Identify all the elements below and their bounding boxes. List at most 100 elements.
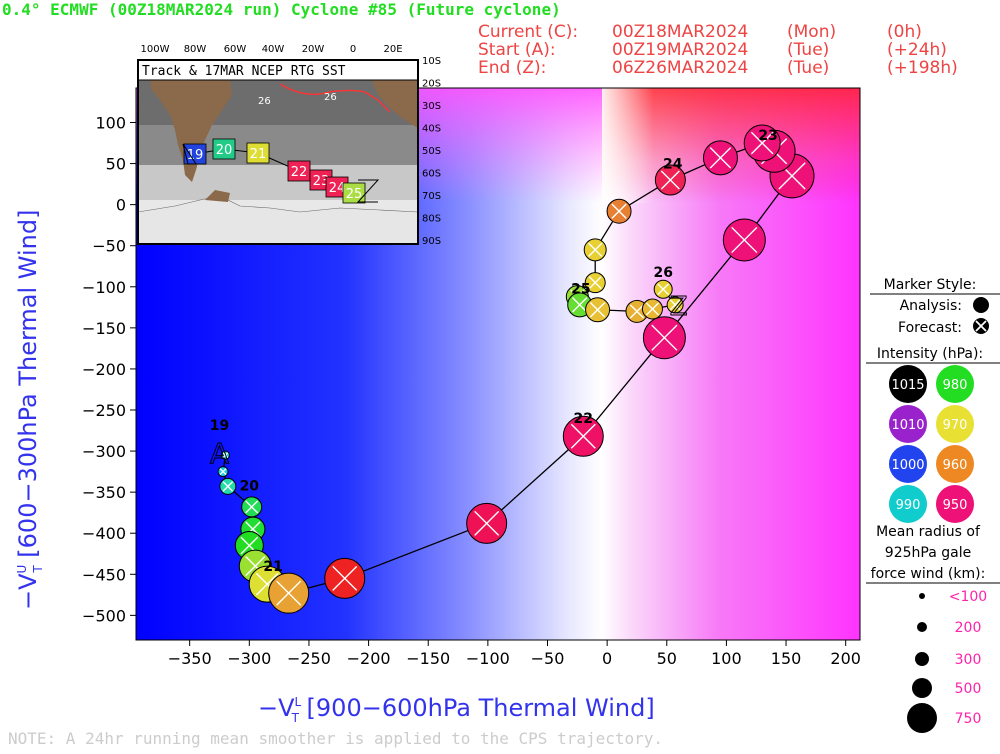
start-offset: (+24h) [887, 40, 947, 60]
y-tick-label: −450 [82, 565, 126, 584]
radius-label: 750 [955, 711, 982, 727]
inset-track-box [246, 142, 270, 164]
inset-lon-label: 60W [224, 44, 247, 55]
intensity-label: 1000 [891, 458, 924, 473]
track-point [241, 496, 263, 518]
marker-style-title: Marker Style: [884, 277, 977, 293]
x-tick-label: 100 [711, 649, 742, 668]
x-tick-label: −100 [466, 649, 510, 668]
chart-title: 0.4° ECMWF (00Z18MAR2024 run) Cyclone #8… [2, 0, 561, 19]
forecast-cross [709, 147, 732, 169]
inset-track-day: 21 [250, 147, 267, 162]
inset-lon-label: 0 [350, 44, 356, 55]
inset-track-box [342, 182, 366, 204]
track-point [585, 297, 611, 323]
x-tick-label: −150 [406, 649, 450, 668]
inset-frame [137, 59, 419, 245]
track-point [702, 140, 738, 176]
day-label: 19 [210, 418, 229, 434]
intensity-swatch [889, 485, 927, 523]
y-tick-label: −250 [82, 401, 126, 420]
day-label: 25 [571, 281, 590, 297]
intensity-swatch [936, 445, 974, 483]
forecast-cross [276, 580, 302, 606]
forecast-cross [474, 510, 500, 536]
inset-track-day: 20 [216, 143, 233, 158]
forecast-cross [245, 555, 266, 577]
forecast-cross [750, 131, 774, 155]
inset-track-box [212, 138, 236, 160]
analysis-label: Analysis: [900, 298, 962, 314]
forecast-cross [778, 162, 806, 190]
axis-ticks: −350 −300 −250 −200 −150 −100 −50 0 50 100 150 2001… [82, 114, 861, 669]
track-point [653, 279, 673, 299]
forecast-cross [651, 324, 678, 351]
inset-track-day: 24 [329, 181, 346, 196]
radius-label: 300 [955, 652, 982, 668]
forecast-cross [588, 242, 603, 257]
day-label: 24 [663, 157, 683, 173]
track-point [606, 198, 632, 224]
radius-swatch [915, 652, 929, 666]
radius-label: 200 [955, 620, 982, 636]
intensity-swatch [889, 445, 927, 483]
intensity-label: 960 [943, 458, 968, 473]
radius-label: 500 [955, 681, 982, 697]
radius-swatch [912, 678, 932, 698]
track-point [584, 272, 606, 294]
forecast-cross [669, 299, 681, 311]
inset-track-day: 25 [346, 187, 363, 202]
x-tick-label: −300 [227, 649, 271, 668]
radius-swatch [917, 622, 927, 632]
track-point [722, 218, 766, 262]
inset-lat-label: 10S [422, 56, 441, 67]
current-offset: (0h) [887, 22, 922, 42]
start-day: (Tue) [787, 40, 829, 60]
track-point [641, 298, 663, 320]
x-axis-label: −VL T [900−600hPa Thermal Wind] [258, 694, 655, 725]
intensity-swatch [889, 365, 927, 403]
contour-label: 26 [258, 96, 271, 107]
inset-track-day: 19 [187, 148, 204, 163]
forecast-cross [222, 481, 234, 492]
inset-lat-label: 50S [422, 146, 441, 157]
day-label: 20 [240, 479, 260, 495]
end-marker: Z [670, 292, 688, 322]
inset-lat-label: 90S [422, 236, 441, 247]
inset-track-day: 22 [291, 165, 308, 180]
inset-lon-label: 20E [383, 44, 402, 55]
sst-26-contour [279, 83, 366, 95]
forecast-label: Forecast: [898, 320, 962, 336]
plot-frame [135, 87, 861, 641]
y-tick-label: −50 [92, 237, 126, 256]
current-date: 00Z18MAR2024 [612, 22, 748, 42]
inset-lat-label: 30S [422, 101, 441, 112]
inset-lon-label: 40W [262, 44, 285, 55]
track-point [268, 572, 310, 614]
radius-title: force wind (km): [871, 566, 986, 582]
intensity-swatch [889, 405, 927, 443]
y-tick-label: −500 [82, 606, 126, 625]
radius-swatch [919, 593, 925, 599]
start-label: Start (A): [478, 40, 556, 60]
intensity-label: 980 [943, 378, 968, 393]
x-tick-label: 200 [830, 649, 861, 668]
south-america-shape [150, 80, 232, 182]
forecast-cross [657, 283, 670, 296]
forecast-cross [255, 572, 279, 596]
track-point [219, 477, 237, 495]
current-day: (Mon) [787, 22, 836, 42]
end-date: 06Z26MAR2024 [612, 58, 748, 78]
forecast-cross [660, 170, 680, 190]
x-tick-label: −350 [168, 649, 212, 668]
current-label: Current (C): [478, 22, 578, 42]
day-label: 26 [653, 265, 672, 281]
y-tick-label: −300 [82, 442, 126, 461]
inset-lat-label: 20S [422, 79, 441, 90]
forecast-cross [222, 452, 229, 459]
x-tick-label: −50 [531, 649, 565, 668]
intensity-swatch [936, 405, 974, 443]
